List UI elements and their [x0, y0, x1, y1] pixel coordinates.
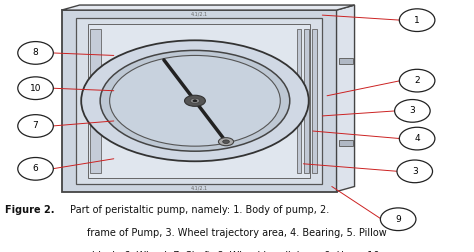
Bar	[339, 140, 353, 146]
Ellipse shape	[399, 127, 435, 150]
Circle shape	[219, 138, 234, 146]
Text: 4: 4	[414, 134, 420, 143]
Text: 10: 10	[30, 84, 41, 93]
Circle shape	[190, 98, 200, 103]
Bar	[312, 29, 317, 173]
Bar	[76, 18, 322, 184]
Text: 4.1/2.1: 4.1/2.1	[191, 186, 208, 191]
Text: 7: 7	[33, 121, 38, 131]
Ellipse shape	[18, 77, 53, 100]
Circle shape	[109, 55, 280, 146]
Text: 1: 1	[414, 16, 420, 25]
Text: 3: 3	[412, 167, 418, 176]
Circle shape	[193, 100, 197, 102]
Ellipse shape	[397, 160, 432, 183]
Text: 4.1/2.1: 4.1/2.1	[191, 11, 208, 16]
Ellipse shape	[18, 42, 53, 64]
Bar	[62, 10, 337, 192]
Circle shape	[223, 140, 229, 143]
Polygon shape	[337, 5, 355, 192]
Text: Part of peristaltic pump, namely: 1. Body of pump, 2.: Part of peristaltic pump, namely: 1. Bod…	[70, 205, 329, 215]
Text: 3: 3	[410, 106, 415, 115]
Text: 8: 8	[33, 48, 38, 57]
Circle shape	[184, 95, 205, 106]
Circle shape	[81, 40, 309, 161]
Bar	[339, 58, 353, 64]
Ellipse shape	[380, 208, 416, 231]
Ellipse shape	[399, 69, 435, 92]
Text: 2: 2	[414, 76, 420, 85]
Text: frame of Pump, 3. Wheel trajectory area, 4. Bearing, 5. Pillow: frame of Pump, 3. Wheel trajectory area,…	[87, 228, 387, 238]
Text: Figure 2.: Figure 2.	[5, 205, 54, 215]
Bar	[90, 29, 101, 173]
Text: 6: 6	[33, 164, 38, 173]
Bar	[304, 29, 309, 173]
Bar	[297, 29, 301, 173]
Text: 9: 9	[395, 215, 401, 224]
Bar	[88, 24, 310, 178]
Circle shape	[100, 50, 290, 151]
Polygon shape	[62, 5, 355, 10]
Ellipse shape	[18, 158, 53, 180]
Text: block, 6. Wheel, 7. Shaft, 8. Wheel handlebars, 9. Hose, 10.: block, 6. Wheel, 7. Shaft, 8. Wheel hand…	[92, 251, 382, 252]
Ellipse shape	[394, 100, 430, 122]
Ellipse shape	[18, 115, 53, 137]
Ellipse shape	[399, 9, 435, 32]
